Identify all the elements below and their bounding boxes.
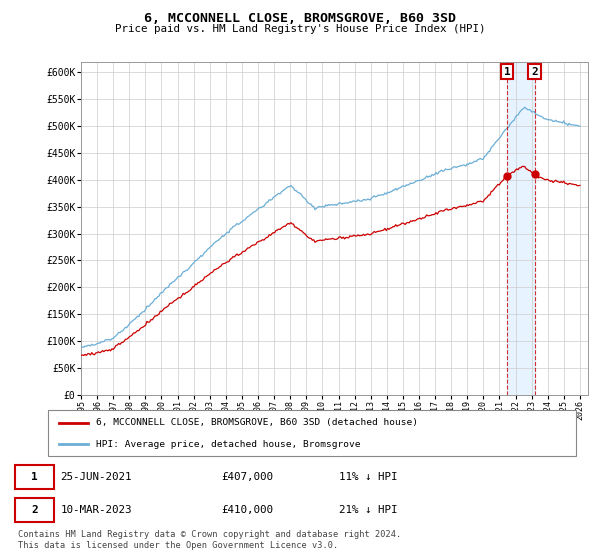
Text: 21% ↓ HPI: 21% ↓ HPI (340, 505, 398, 515)
FancyBboxPatch shape (15, 465, 53, 489)
Text: 6, MCCONNELL CLOSE, BROMSGROVE, B60 3SD (detached house): 6, MCCONNELL CLOSE, BROMSGROVE, B60 3SD … (95, 418, 418, 427)
FancyBboxPatch shape (48, 410, 576, 456)
Text: 6, MCCONNELL CLOSE, BROMSGROVE, B60 3SD: 6, MCCONNELL CLOSE, BROMSGROVE, B60 3SD (144, 12, 456, 25)
Text: 1: 1 (503, 67, 511, 77)
Text: 25-JUN-2021: 25-JUN-2021 (60, 472, 132, 482)
FancyBboxPatch shape (15, 498, 53, 522)
Text: £407,000: £407,000 (221, 472, 273, 482)
Text: HPI: Average price, detached house, Bromsgrove: HPI: Average price, detached house, Brom… (95, 440, 360, 449)
Text: 10-MAR-2023: 10-MAR-2023 (60, 505, 132, 515)
Text: 1: 1 (31, 472, 38, 482)
Text: 2: 2 (31, 505, 38, 515)
Text: 2: 2 (531, 67, 538, 77)
Text: This data is licensed under the Open Government Licence v3.0.: This data is licensed under the Open Gov… (18, 541, 338, 550)
Text: £410,000: £410,000 (221, 505, 273, 515)
Text: Contains HM Land Registry data © Crown copyright and database right 2024.: Contains HM Land Registry data © Crown c… (18, 530, 401, 539)
Bar (507, 62, 535, 395)
Text: 11% ↓ HPI: 11% ↓ HPI (340, 472, 398, 482)
Text: Price paid vs. HM Land Registry's House Price Index (HPI): Price paid vs. HM Land Registry's House … (115, 24, 485, 34)
